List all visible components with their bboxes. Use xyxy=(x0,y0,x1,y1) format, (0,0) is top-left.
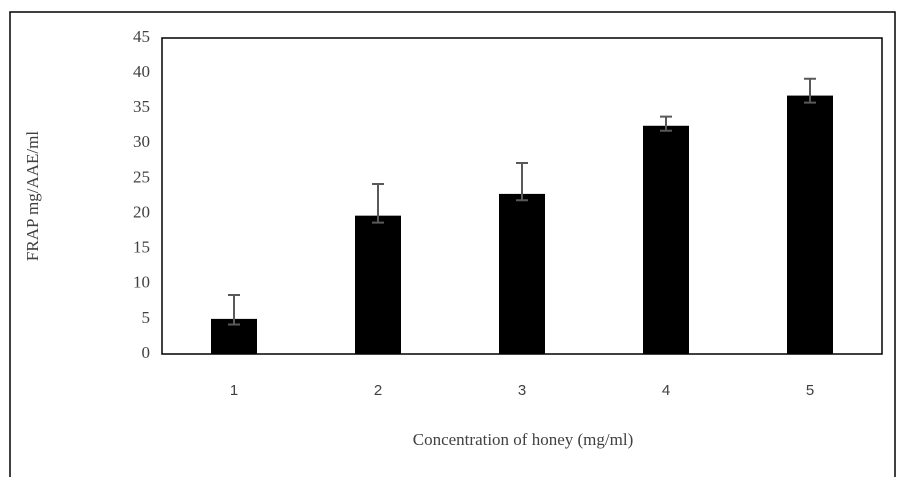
bar xyxy=(643,125,689,355)
error-bar xyxy=(228,294,240,326)
y-tick-label: 10 xyxy=(133,273,150,292)
y-tick-label: 25 xyxy=(133,167,150,186)
y-tick-label: 45 xyxy=(133,27,150,46)
y-tick-label: 35 xyxy=(133,97,150,116)
error-bar xyxy=(516,161,528,202)
error-bar xyxy=(804,77,816,104)
y-tick-label: 30 xyxy=(133,132,150,151)
x-axis-label: Concentration of honey (mg/ml) xyxy=(413,430,633,449)
error-bar xyxy=(660,115,672,132)
bar xyxy=(787,95,833,355)
x-tick-label: 3 xyxy=(518,382,526,399)
x-tick-label: 5 xyxy=(806,382,814,399)
y-tick-label: 20 xyxy=(133,202,150,221)
error-bar xyxy=(372,183,384,224)
frame xyxy=(9,11,896,477)
x-tick-label: 4 xyxy=(662,382,670,399)
x-tick-label: 2 xyxy=(374,382,382,399)
y-tick-label: 40 xyxy=(133,62,150,81)
bar xyxy=(499,193,545,354)
y-tick-label: 0 xyxy=(142,343,151,362)
bar xyxy=(355,215,401,354)
x-tick-label: 1 xyxy=(230,382,238,399)
y-tick-label: 15 xyxy=(133,238,150,257)
y-tick-label: 5 xyxy=(142,308,151,327)
y-axis-label: FRAP mg/AAE/ml xyxy=(23,131,42,261)
